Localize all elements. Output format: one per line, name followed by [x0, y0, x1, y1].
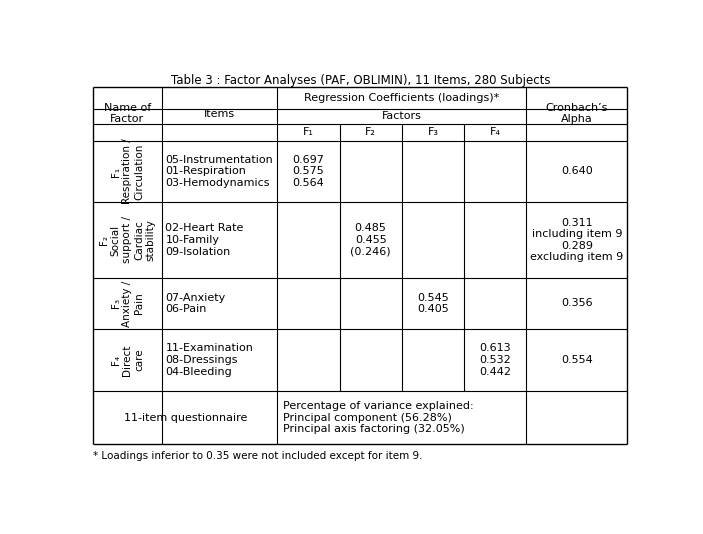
Text: Regression Coefficients (loadings)*: Regression Coefficients (loadings)*	[304, 92, 499, 103]
Text: 0.356: 0.356	[561, 299, 593, 309]
Text: 0.545
0.405: 0.545 0.405	[417, 293, 449, 315]
Text: F₄
Direct
care: F₄ Direct care	[111, 344, 144, 376]
Text: 02-Heart Rate
10-Family
09-Isolation: 02-Heart Rate 10-Family 09-Isolation	[165, 223, 244, 256]
Text: 05-Instrumentation
01-Respiration
03-Hemodynamics: 05-Instrumentation 01-Respiration 03-Hem…	[165, 155, 273, 188]
Text: Factors: Factors	[382, 111, 422, 121]
Text: * Loadings inferior to 0.35 were not included except for item 9.: * Loadings inferior to 0.35 were not inc…	[93, 451, 423, 461]
Text: F₃: F₃	[427, 127, 439, 137]
Text: 0.697
0.575
0.564: 0.697 0.575 0.564	[292, 155, 324, 188]
Text: 11-Examination
08-Dressings
04-Bleeding: 11-Examination 08-Dressings 04-Bleeding	[165, 343, 253, 376]
Text: 0.613
0.532
0.442: 0.613 0.532 0.442	[479, 343, 511, 376]
Text: Percentage of variance explained:
Principal component (56.28%)
Principal axis fa: Percentage of variance explained: Princi…	[283, 401, 473, 434]
Text: 0.485
0.455
(0.246): 0.485 0.455 (0.246)	[350, 223, 391, 256]
Text: F₂
Social
support /
Cardiac
stability: F₂ Social support / Cardiac stability	[99, 216, 155, 263]
Text: F₂: F₂	[366, 127, 376, 137]
Text: Items: Items	[204, 109, 235, 119]
Text: Cronbach’s
Alpha: Cronbach’s Alpha	[546, 103, 608, 124]
Text: Table 3 : Factor Analyses (PAF, OBLIMIN), 11 Items, 280 Subjects: Table 3 : Factor Analyses (PAF, OBLIMIN)…	[171, 74, 550, 88]
Text: F₁: F₁	[303, 127, 314, 137]
Text: 11-item questionnaire: 11-item questionnaire	[124, 413, 247, 422]
Text: F₄: F₄	[490, 127, 501, 137]
Text: 0.640: 0.640	[561, 167, 593, 176]
Text: F₃
Anxiety /
Pain: F₃ Anxiety / Pain	[111, 280, 144, 327]
Text: 0.311
including item 9
0.289
excluding item 9: 0.311 including item 9 0.289 excluding i…	[530, 217, 624, 262]
Text: 0.554: 0.554	[561, 355, 593, 365]
Text: F₁
Respiration /
Circulation: F₁ Respiration / Circulation	[111, 139, 144, 205]
Text: 07-Anxiety
06-Pain: 07-Anxiety 06-Pain	[165, 293, 226, 315]
Text: Name of
Factor: Name of Factor	[104, 103, 151, 124]
